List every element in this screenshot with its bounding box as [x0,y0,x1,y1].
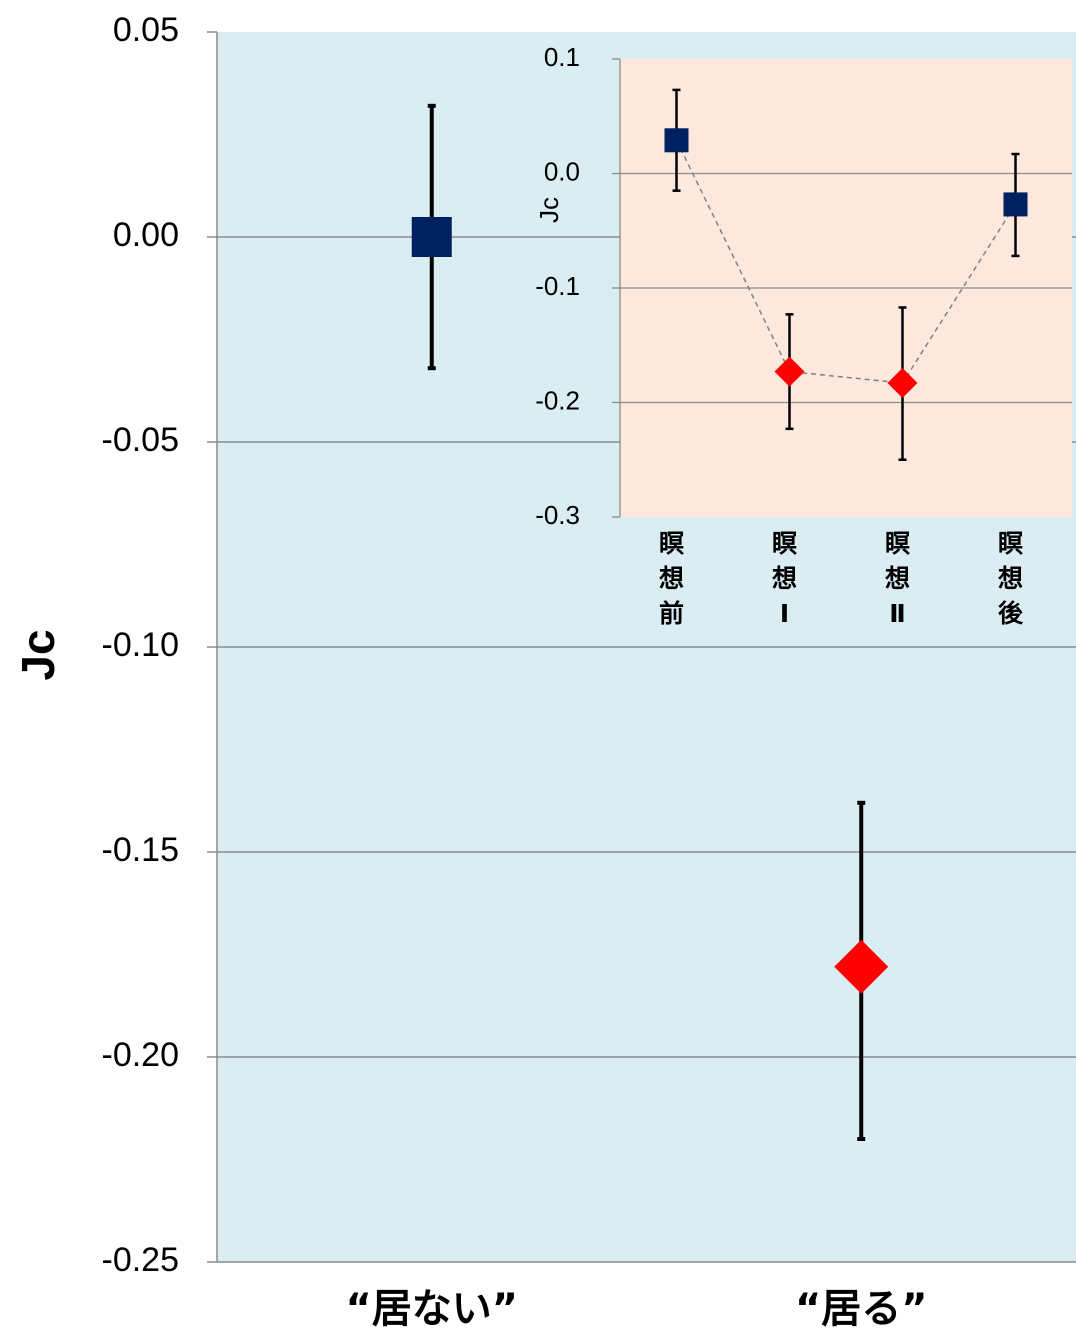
main-y-tick-label: -0.25 [102,1241,180,1279]
main-diamond-marker [834,939,889,994]
main-category-label: “居ない” [345,1286,518,1332]
inset-y-axis-title: Jc [534,197,564,223]
main-data-marks [411,103,889,1141]
inset-category-label: 瞑想前 [659,529,684,628]
main-y-tick-label: -0.10 [102,626,180,664]
main-y-tick-label: -0.15 [102,831,180,869]
inset-gridlines [620,172,1072,404]
main-y-tick-label: 0.00 [113,216,179,254]
inset-category-label-char: 想 [998,564,1023,593]
main-y-tick-label: 0.05 [113,11,179,49]
inset-category-label-char: 瞑 [998,529,1023,558]
inset-category-label-char: 前 [659,599,684,628]
inset-y-tick-label: 0.1 [544,42,580,72]
inset-diamond-marker [887,368,918,399]
inset-category-label: 瞑想 Ⅰ [772,529,797,628]
inset-category-label: 瞑想後 [998,529,1024,628]
inset-y-tick-label: 0.0 [544,156,580,186]
main-y-tick-labels: 0.05 0.00 -0.05 -0.10 -0.15 -0.20 -0.25 [102,11,217,1279]
inset-square-marker [664,128,689,153]
inset-category-label-char: 想 [659,564,684,593]
inset-data-marks [664,88,1028,461]
main-category-label: “居る” [795,1286,928,1332]
inset-square-marker [1003,192,1028,217]
inset-category-label-char: Ⅰ [780,599,789,628]
main-square-marker [411,217,452,257]
inset-y-tick-label: -0.2 [535,385,580,415]
inset-series-line [675,139,1017,384]
inset-y-tick-labels: 0.1 0.0 -0.1 -0.2 -0.3 [535,42,620,530]
inset-category-label-char: Ⅱ [889,599,905,628]
inset-diamond-marker [774,356,805,387]
main-y-axis-title: Jc [12,629,64,680]
inset-category-label-char: 想 [885,564,910,593]
inset-category-label: 瞑想 Ⅱ [885,529,910,628]
inset-category-label-char: 瞑 [885,529,910,558]
main-y-tick-label: -0.05 [102,421,180,459]
main-category-labels: “居ない” “居る” [345,1286,927,1332]
inset-category-label-char: 瞑 [659,529,684,558]
inset-category-label-char: 瞑 [772,529,797,558]
inset-category-label-char: 想 [772,564,797,593]
inset-y-tick-label: -0.1 [535,271,580,301]
main-y-tick-label: -0.20 [102,1036,180,1074]
inset-y-tick-label: -0.3 [535,500,580,530]
inset-category-label-char: 後 [998,599,1024,628]
